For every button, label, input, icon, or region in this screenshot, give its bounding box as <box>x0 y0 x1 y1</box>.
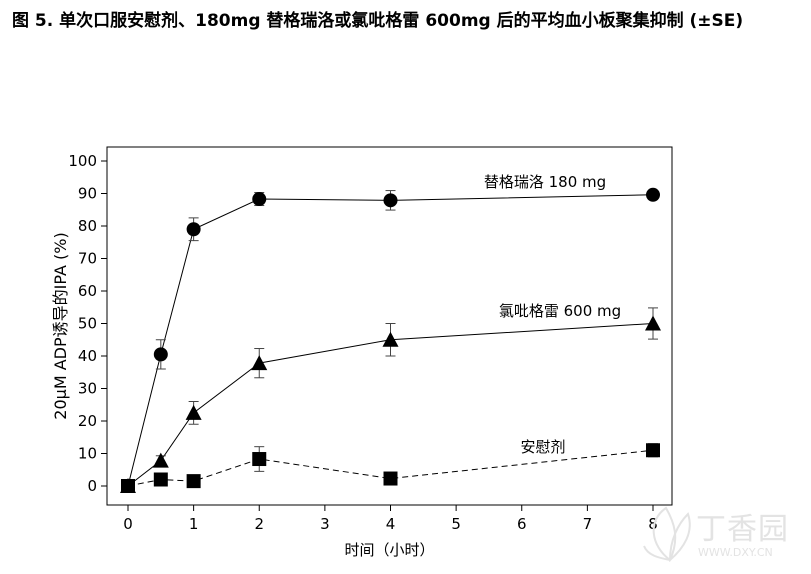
x-tick-label: 4 <box>386 515 396 533</box>
y-tick-label: 30 <box>78 380 97 398</box>
data-point-circle <box>252 192 267 207</box>
data-point-circle <box>383 193 398 208</box>
x-tick-label: 7 <box>583 515 593 533</box>
chart-labels: 时间（小时） 20μM ADP诱导的IPA (%) 替格瑞洛 180 mg 氯吡格雷 … <box>51 173 621 559</box>
chart-axes: 0 10 20 30 40 50 60 70 80 90 100 0 1 2 3 4 5 6 7 8 <box>68 146 673 533</box>
y-tick-label: 0 <box>87 477 97 495</box>
x-axis-label: 时间（小时） <box>344 541 434 559</box>
data-point-square <box>252 452 267 467</box>
data-point-triangle <box>645 315 661 331</box>
data-point-square <box>186 474 201 489</box>
series-line-square <box>127 449 654 487</box>
watermark-text: 丁香园 <box>696 512 789 547</box>
data-point-triangle <box>251 355 268 371</box>
series-markers <box>120 187 661 493</box>
data-point-square <box>121 479 135 493</box>
y-tick-label: 40 <box>78 347 97 365</box>
series-label: 安慰剂 <box>520 438 565 456</box>
error-bars <box>155 190 658 485</box>
y-tick-label: 100 <box>68 152 97 170</box>
data-point-square <box>153 472 168 487</box>
y-tick-label: 70 <box>78 250 97 268</box>
y-tick-label: 20 <box>78 412 97 430</box>
y-tick-label: 10 <box>78 445 97 463</box>
series-label: 氯吡格雷 600 mg <box>499 302 621 320</box>
y-tick-label: 90 <box>78 185 97 203</box>
x-tick-label: 1 <box>189 515 199 533</box>
figure-title: 图 5. 单次口服安慰剂、180mg 替格瑞洛或氯吡格雷 600mg 后的平均血… <box>12 11 744 31</box>
x-tick-label: 0 <box>123 515 133 533</box>
data-point-square <box>383 471 398 486</box>
data-point-square <box>646 443 660 458</box>
data-point-circle <box>646 187 660 202</box>
y-tick-label: 50 <box>78 315 97 333</box>
series-label: 替格瑞洛 180 mg <box>484 173 606 191</box>
y-tick-label: 80 <box>78 217 97 235</box>
data-point-triangle <box>152 452 169 468</box>
y-tick-label: 60 <box>78 282 97 300</box>
x-tick-label: 5 <box>451 515 461 533</box>
data-point-circle <box>186 222 201 237</box>
watermark-url: WWW.DXY.CN <box>698 546 773 559</box>
data-point-triangle <box>382 331 399 347</box>
x-tick-label: 6 <box>517 515 527 533</box>
x-tick-label: 2 <box>254 515 264 533</box>
watermark-logo: 丁香园 WWW.DXY.CN <box>640 500 805 570</box>
y-axis-label: 20μM ADP诱导的IPA (%) <box>51 232 70 419</box>
data-point-circle <box>153 347 168 362</box>
series-line-circle <box>127 194 654 487</box>
x-tick-label: 8 <box>648 515 658 533</box>
x-tick-label: 3 <box>320 515 330 533</box>
data-point-triangle <box>185 404 202 420</box>
plot-frame <box>106 146 673 506</box>
flower-icon <box>643 506 691 563</box>
